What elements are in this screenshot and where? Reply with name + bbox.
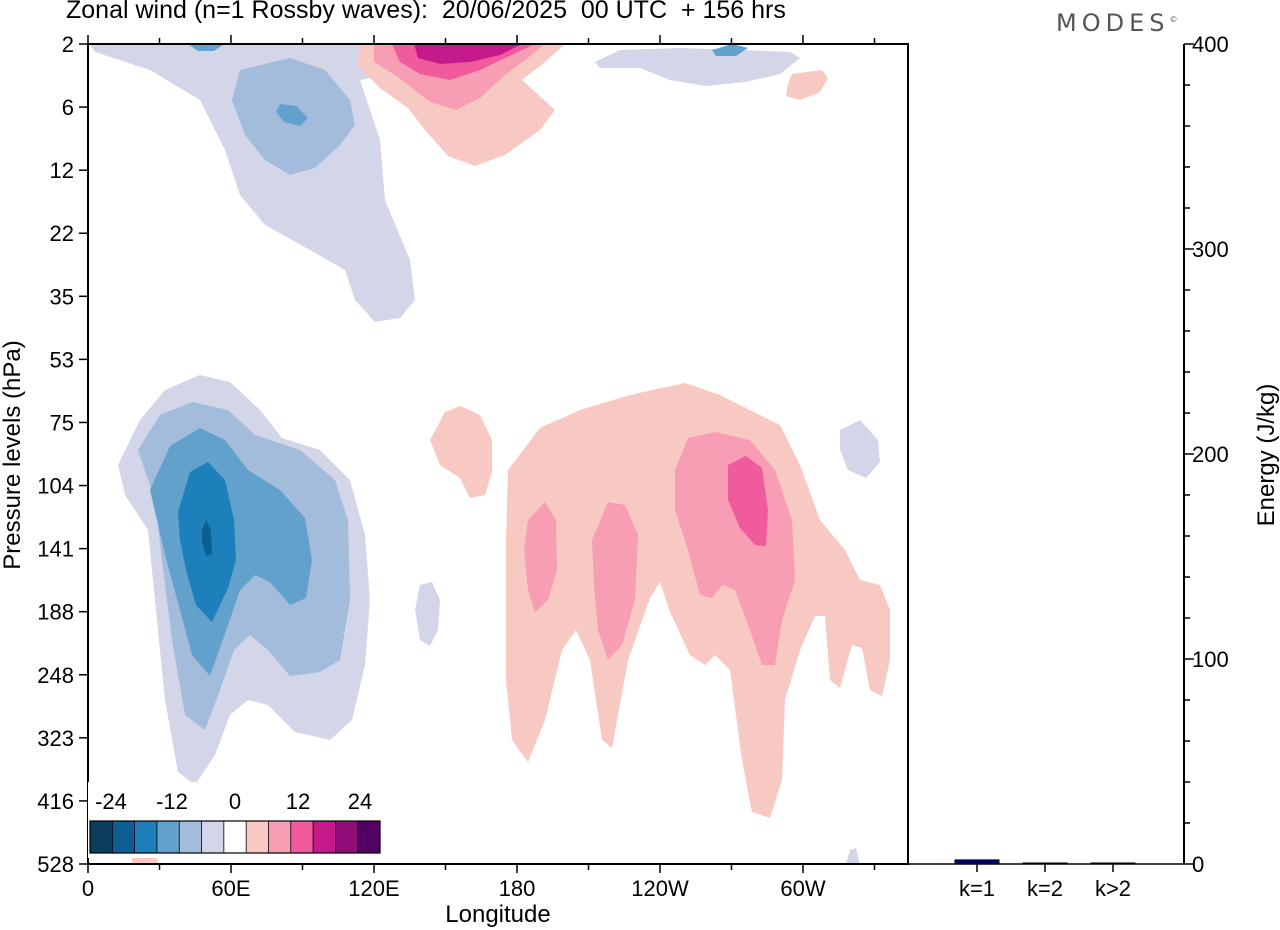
contour-neg-upper-l1	[90, 44, 540, 322]
energy-tick-label: 200	[1192, 442, 1229, 467]
y-tick-label: 12	[50, 158, 74, 183]
x-tick-label: 120E	[348, 876, 399, 901]
colorbar-swatch	[179, 821, 203, 853]
y-tick-label: 141	[37, 537, 74, 562]
x-axis-title: Longitude	[445, 901, 550, 928]
contour-pos-upper-l4	[414, 44, 522, 64]
contour-neg-small-a	[415, 582, 440, 646]
contour-neg-lower-l5	[202, 520, 212, 556]
colorbar-swatch	[90, 821, 113, 853]
colorbar-label: -12	[156, 789, 188, 814]
y-tick-label: 248	[37, 663, 74, 688]
y-tick-label: 53	[50, 347, 74, 372]
x-tick-label: 60E	[211, 876, 250, 901]
colorbar: -24 -12 0 12 24	[88, 782, 383, 858]
y-axis: 2 6 12 22 35 53 75 104 141 188 248 323 416 528	[37, 32, 88, 877]
colorbar-swatch	[112, 821, 136, 853]
colorbar-label: 24	[348, 789, 372, 814]
y-tick-label: 6	[62, 95, 74, 120]
y-tick-label: 2	[62, 32, 74, 57]
modes-logo: MODES©	[1056, 9, 1178, 37]
plot-frame	[87, 43, 909, 865]
y-tick-label: 528	[37, 852, 74, 877]
energy-tick-label: 400	[1192, 32, 1229, 57]
colorbar-swatch	[156, 821, 180, 853]
contour-pos-lower-l2b	[592, 502, 638, 660]
y-tick-label: 416	[37, 789, 74, 814]
colorbar-swatch	[268, 821, 292, 853]
energy-bar-label: k=1	[959, 876, 995, 901]
colorbar-swatch	[357, 821, 381, 853]
y-tick-label: 22	[50, 221, 74, 246]
colorbar-label: 12	[286, 789, 310, 814]
contour-pos-lower-l1	[506, 383, 890, 818]
energy-bar	[1022, 862, 1068, 865]
energy-bar-label: k>2	[1095, 876, 1131, 901]
energy-bar	[1090, 862, 1136, 865]
x-axis: 0 60E 120E 180 120W 60W	[82, 35, 876, 901]
colorbar-swatch	[290, 821, 314, 853]
contour-pos-lower-l3	[728, 456, 768, 546]
y-axis-title: Pressure levels (hPa)	[0, 340, 26, 569]
y-tick-label: 35	[50, 284, 74, 309]
contour-neg-upper-r1	[595, 48, 800, 86]
colorbar-swatch	[223, 821, 247, 853]
energy-tick-label: 100	[1192, 647, 1229, 672]
energy-axis: 0 100 200 300 400	[1184, 32, 1229, 877]
x-tick-label: 0	[82, 876, 94, 901]
colorbar-swatches	[90, 821, 381, 853]
y-tick-label: 188	[37, 600, 74, 625]
colorbar-label: 0	[229, 789, 241, 814]
energy-tick-label: 0	[1192, 852, 1204, 877]
x-tick-label: 120W	[631, 876, 689, 901]
colorbar-labels: -24 -12 0 12 24	[95, 789, 372, 814]
energy-axis-title: Energy (J/kg)	[1253, 384, 1280, 527]
y-tick-label: 75	[50, 410, 74, 435]
contour-neg-small-b	[840, 420, 880, 478]
contour-neg-upper-r2	[712, 44, 748, 56]
colorbar-swatch	[246, 821, 269, 853]
chart-title: Zonal wind (n=1 Rossby waves): 20/06/202…	[66, 0, 786, 24]
contour-pos-lower-l2a	[524, 502, 557, 612]
colorbar-swatch	[335, 821, 359, 853]
contour-neg-upper-l3	[276, 104, 308, 126]
colorbar-swatch	[134, 821, 158, 853]
colorbar-swatch	[313, 821, 336, 853]
y-tick-label: 323	[37, 726, 74, 751]
colorbar-swatch	[201, 821, 225, 853]
contour-pos-upper-small	[786, 70, 828, 100]
colorbar-border	[89, 820, 381, 854]
energy-tick-label: 300	[1192, 237, 1229, 262]
energy-bar-label: k=2	[1027, 876, 1063, 901]
energy-bar	[954, 859, 1000, 865]
y-tick-label: 104	[37, 474, 74, 499]
x-tick-label: 60W	[780, 876, 825, 901]
colorbar-label: -24	[95, 789, 127, 814]
contour-pos-lower-a	[430, 406, 492, 498]
x-tick-label: 180	[499, 876, 536, 901]
energy-bars: k=1 k=2 k>2	[954, 859, 1136, 901]
contour-neg-upper-l4	[188, 44, 224, 51]
contour-neg-small-c	[846, 848, 860, 864]
contour-field	[90, 44, 890, 864]
